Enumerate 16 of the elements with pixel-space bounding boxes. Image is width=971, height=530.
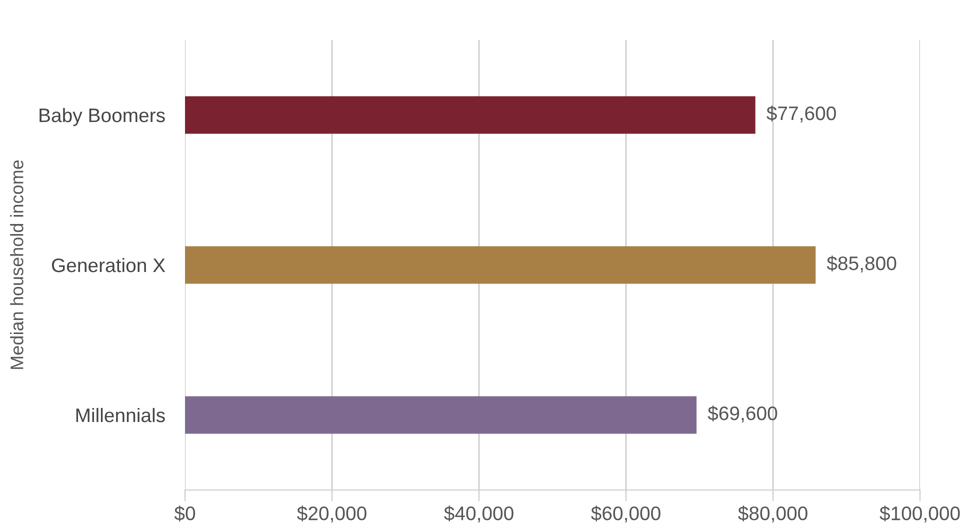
y-axis-title: Median household income bbox=[10, 160, 24, 369]
x-tick-label: $20,000 bbox=[297, 506, 366, 523]
data-label: $69,600 bbox=[708, 406, 778, 423]
bar bbox=[185, 246, 816, 284]
x-tick-label: $0 bbox=[174, 506, 196, 522]
x-tick-label: $100,000 bbox=[880, 506, 960, 523]
data-label: $85,800 bbox=[826, 256, 896, 273]
x-tick-label: $80,000 bbox=[738, 506, 808, 523]
bar bbox=[185, 396, 697, 434]
y-tick-label: Baby Boomers bbox=[40, 108, 165, 126]
x-tick-label: $40,000 bbox=[444, 506, 514, 523]
data-label: $77,600 bbox=[766, 106, 836, 123]
y-tick-label: Generation X bbox=[52, 258, 166, 272]
bar bbox=[185, 96, 756, 134]
y-tick-label: Millennials bbox=[76, 408, 165, 422]
x-tick-label: $60,000 bbox=[591, 506, 660, 523]
